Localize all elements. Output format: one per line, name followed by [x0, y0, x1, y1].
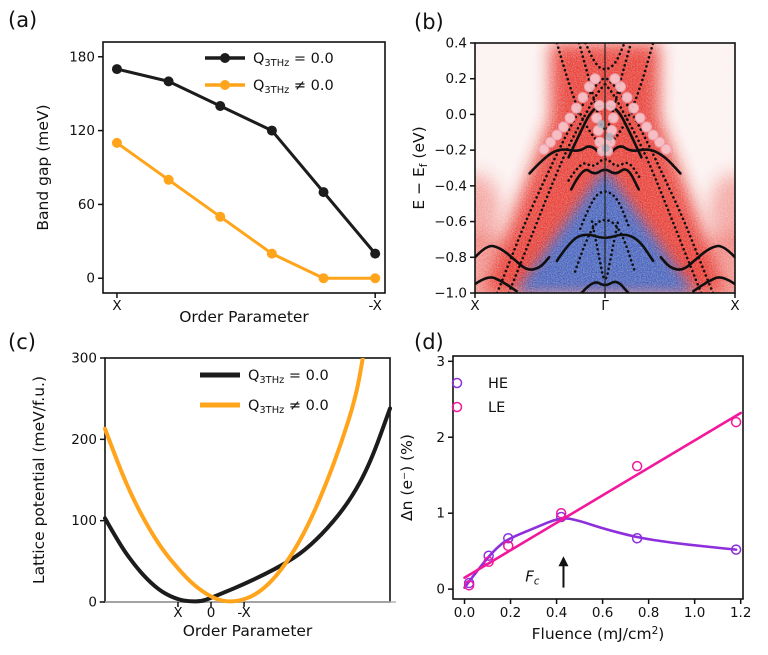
panel-a-bandgap-chart: 0 60 120 180 X -X Band gap (meV) Order Paramete…: [0, 0, 400, 328]
x-axis-label: Order Parameter: [179, 308, 309, 326]
y-tick-label: 0: [436, 582, 445, 598]
series-le: [463, 411, 742, 591]
x-tick-label: X: [112, 298, 121, 314]
y-axis-label: Lattice potential (meV/f.u.): [30, 376, 48, 584]
x-tick-label: X: [173, 605, 182, 621]
panel-b-svg: 0.40.20.0−0.2−0.4−0.6−0.8−1.0X Γ XE − Ef (…: [410, 36, 740, 315]
x-tick-label: X: [730, 298, 739, 314]
legend: Q3THz = 0.0 Q3THz ≠ 0.0: [200, 368, 329, 416]
x-tick-label: 0.4: [546, 605, 567, 621]
y-tick-label: 0: [88, 595, 97, 611]
panel-c-svg: 0 100 200 300 X 0 -X Lattice potential (meV/f.u…: [30, 351, 396, 640]
panel-a-svg: 0 60 120 180 X -X Band gap (meV) Order Paramete…: [34, 41, 386, 326]
y-axis-label: E − Ef (eV): [410, 126, 430, 209]
y-tick-label: 100: [71, 513, 97, 529]
y-tick-label: 0: [86, 271, 95, 287]
legend-label: Q3THz ≠ 0.0: [248, 398, 329, 416]
x-tick-label: X: [470, 298, 479, 314]
y-tick-label: 2: [436, 430, 445, 446]
curves: [103, 358, 392, 604]
legend: Q3THz = 0.0 Q3THz ≠ 0.0: [205, 51, 334, 96]
panel-b-label: (b): [414, 10, 444, 34]
axes: 0 1 2 3 0.0 0.2 0.4 0.6 0.8 1.0 1.2 Δn (e⁻) (%) Flue…: [400, 354, 751, 643]
panel-c-lattice-potential-chart: 0 100 200 300 X 0 -X Lattice potential (meV/f.u…: [0, 328, 400, 655]
legend-label: LE: [488, 400, 505, 416]
heatmap-content: [475, 43, 735, 293]
y-tick-label: 300: [71, 351, 97, 367]
x-tick-label: 0.6: [592, 605, 613, 621]
panel-d-fluence-chart: 0 1 2 3 0.0 0.2 0.4 0.6 0.8 1.0 1.2 Δn (e⁻) (%) Flue…: [400, 328, 768, 655]
x-tick-label: 1.0: [684, 605, 705, 621]
series-q-zero: [111, 64, 381, 259]
series-q-nonzero: [111, 137, 381, 284]
y-tick-label: 200: [71, 432, 97, 448]
panel-c-label: (c): [8, 330, 36, 354]
y-tick-label: −1.0: [434, 286, 467, 302]
y-tick-label: 0.0: [446, 107, 467, 123]
x-tick-label: 0.0: [454, 605, 475, 621]
y-tick-label: 120: [69, 123, 95, 139]
panel-d-svg: 0 1 2 3 0.0 0.2 0.4 0.6 0.8 1.0 1.2 Δn (e⁻) (%) Flue…: [400, 354, 751, 643]
y-tick-label: −0.8: [434, 250, 467, 266]
axes: 0 60 120 180 X -X Band gap (meV) Order Paramete…: [34, 41, 386, 326]
x-tick-label: 0.2: [500, 605, 521, 621]
x-tick-label: -X: [368, 298, 381, 314]
x-axis-label: Order Parameter: [183, 622, 313, 640]
y-tick-label: 0.4: [446, 36, 467, 52]
x-tick-label: 0.8: [638, 605, 659, 621]
x-tick-label: Γ: [601, 298, 609, 314]
fc-label: Fc: [525, 568, 540, 588]
y-axis-label: Δn (e⁻) (%): [400, 434, 416, 521]
x-tick-label: 1.2: [730, 605, 751, 621]
y-tick-label: 0.2: [446, 71, 467, 87]
legend-label: Q3THz = 0.0: [248, 368, 329, 386]
y-axis-label: Band gap (meV): [34, 104, 52, 230]
x-tick-label: 0: [207, 605, 216, 621]
panel-d-label: (d): [414, 330, 444, 354]
y-tick-label: 3: [436, 354, 445, 370]
axes: 0.40.20.0−0.2−0.4−0.6−0.8−1.0X Γ XE − Ef (…: [410, 36, 740, 315]
axes: 0 100 200 300 X 0 -X Lattice potential (meV/f.u…: [30, 351, 396, 640]
panel-b-bandstructure-heatmap: 0.4 0.2 0.0 −0.2 −0.4 −0.6 −0.8 −1.0 X Γ X E − Ef (…: [400, 0, 768, 328]
critical-fluence-annotation: Fc: [525, 556, 569, 588]
x-tick-label: -X: [237, 605, 250, 621]
y-tick-label: −0.2: [434, 143, 467, 159]
x-axis-label: Fluence (mJ/cm2): [532, 625, 665, 643]
y-tick-label: −0.4: [434, 178, 467, 194]
y-tick-label: 1: [436, 506, 445, 522]
y-tick-label: 180: [69, 49, 95, 65]
legend-label: HE: [488, 376, 508, 392]
panel-a-label: (a): [8, 8, 38, 32]
legend: HE LE: [451, 376, 508, 416]
y-tick-label: 60: [78, 197, 95, 213]
legend-label: Q3THz = 0.0: [253, 51, 334, 69]
legend-label: Q3THz ≠ 0.0: [253, 78, 334, 96]
y-tick-label: −0.6: [434, 214, 467, 230]
